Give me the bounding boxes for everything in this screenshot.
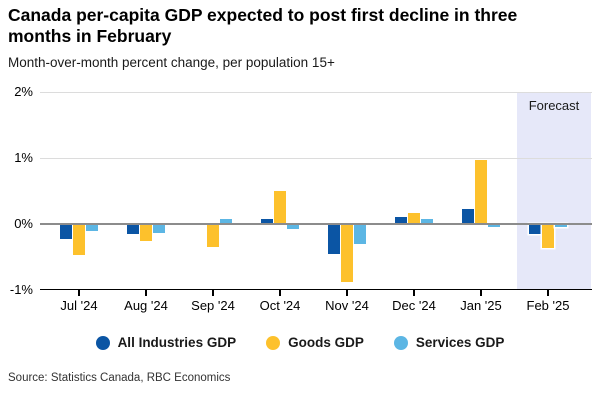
legend-item-all-industries: All Industries GDP <box>95 335 237 350</box>
services-color-dot-icon <box>393 335 408 350</box>
x-axis-tick <box>547 290 549 296</box>
x-axis-tick <box>480 290 482 296</box>
legend-label: Goods GDP <box>288 335 364 350</box>
bar <box>287 224 299 229</box>
bar <box>354 224 366 244</box>
bar <box>60 224 72 239</box>
bar <box>529 224 541 234</box>
zero-gridline <box>40 222 592 226</box>
x-axis-label: Jul '24 <box>60 298 98 313</box>
forecast-label: Forecast <box>528 98 580 113</box>
plot-area: Forecast Jul '24 Aug '24 Sep '24 Oct '24 Nov … <box>40 92 592 313</box>
bar <box>341 224 353 283</box>
forecast-band: Forecast <box>517 92 591 290</box>
bar <box>127 224 139 234</box>
x-axis-tick <box>78 290 80 296</box>
x-axis-tick <box>145 290 147 296</box>
goods-color-dot-icon <box>266 335 281 350</box>
x-axis-tick <box>346 290 348 296</box>
bar <box>207 224 219 248</box>
bar <box>153 224 165 233</box>
chart-subtitle: Month-over-month percent change, per pop… <box>8 55 335 70</box>
bar <box>542 224 554 248</box>
bar <box>462 209 474 224</box>
bar <box>274 191 286 224</box>
y-axis-tick-label: -1% <box>9 282 33 297</box>
x-axis-tick <box>413 290 415 296</box>
bar <box>140 224 152 241</box>
bar <box>395 217 407 224</box>
x-axis-label: Nov '24 <box>325 298 369 313</box>
bar <box>555 224 567 228</box>
bar <box>86 224 98 231</box>
bar <box>475 159 487 224</box>
all-industries-color-dot-icon <box>95 335 110 350</box>
x-axis-label: Oct '24 <box>259 298 301 313</box>
x-axis-tick <box>212 290 214 296</box>
x-axis-label: Sep '24 <box>191 298 235 313</box>
x-axis-label: Jan '25 <box>460 298 502 313</box>
x-axis-label: Feb '25 <box>526 298 570 313</box>
bar <box>328 224 340 254</box>
bar <box>220 219 232 224</box>
x-axis-tick <box>279 290 281 296</box>
x-axis-line <box>40 288 592 290</box>
legend: All Industries GDP Goods GDP Services GD… <box>0 335 600 350</box>
bar <box>488 224 500 227</box>
source-note: Source: Statistics Canada, RBC Economics <box>8 372 231 384</box>
bar <box>421 219 433 224</box>
gridline <box>40 92 592 93</box>
gridline <box>40 158 592 159</box>
x-axis-label: Dec '24 <box>392 298 436 313</box>
legend-label: Services GDP <box>415 335 505 350</box>
y-axis-tick-label: 1% <box>14 150 33 165</box>
chart-title: Canada per-capita GDP expected to post f… <box>8 5 518 46</box>
x-axis-label: Aug '24 <box>124 298 168 313</box>
y-axis-tick-label: 0% <box>14 216 33 231</box>
legend-item-services: Services GDP <box>393 335 505 350</box>
bar <box>73 224 85 256</box>
y-axis-tick-label: 2% <box>14 84 33 99</box>
bar <box>408 213 420 224</box>
legend-label: All Industries GDP <box>117 335 237 350</box>
bar <box>261 218 273 224</box>
legend-item-goods: Goods GDP <box>266 335 364 350</box>
